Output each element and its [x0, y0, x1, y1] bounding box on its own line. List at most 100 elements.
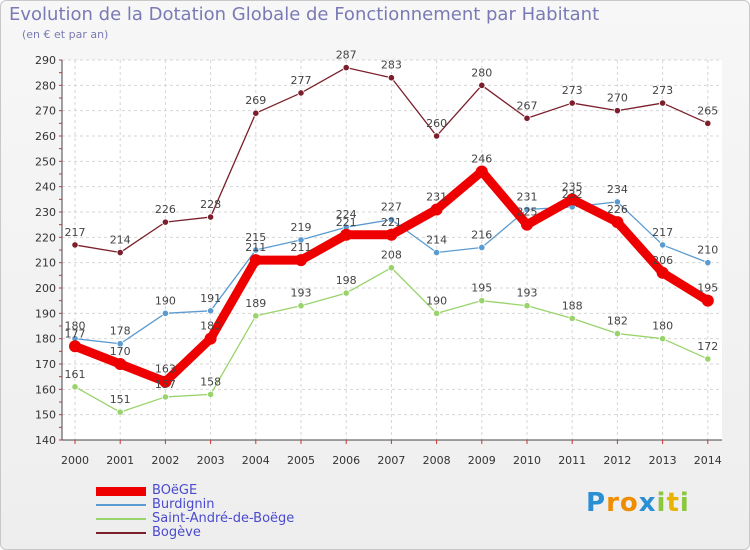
data-label-bogeve: 226: [155, 203, 176, 216]
data-point-boege: [656, 266, 669, 279]
data-label-boege: 170: [110, 345, 131, 358]
data-label-burdignin: 224: [336, 208, 357, 221]
chart-title: Evolution de la Dotation Globale de Fonc…: [9, 4, 600, 25]
data-label-bogeve: 283: [381, 59, 402, 72]
data-point-boege: [249, 254, 262, 267]
data-label-burdignin: 214: [426, 234, 447, 247]
data-label-burdignin: 234: [607, 183, 628, 196]
legend-item: Bogève: [96, 526, 294, 540]
data-point-saint-andre-de-boege: [297, 302, 305, 310]
data-point-saint-andre-de-boege: [342, 289, 350, 297]
x-tick-label: 2014: [694, 454, 722, 467]
data-point-saint-andre-de-boege: [568, 314, 576, 322]
y-tick-label: 180: [35, 333, 56, 346]
data-label-saint-andre-de-boege: 188: [562, 299, 583, 312]
data-point-boege: [475, 165, 488, 178]
data-label-boege: 221: [381, 216, 402, 229]
legend-item: Burdignin: [96, 498, 294, 512]
data-point-bogeve: [297, 89, 305, 97]
data-label-burdignin: 219: [291, 221, 312, 234]
logo-letter: t: [666, 488, 680, 518]
logo-letter: i: [656, 488, 667, 518]
data-point-boege: [159, 375, 172, 388]
y-tick-label: 170: [35, 358, 56, 371]
x-tick-label: 2003: [197, 454, 225, 467]
data-label-boege: 225: [517, 206, 538, 219]
logo-letter: P: [586, 488, 607, 518]
data-point-saint-andre-de-boege: [207, 390, 215, 398]
data-point-saint-andre-de-boege: [432, 309, 441, 317]
data-point-boege: [295, 254, 307, 267]
x-tick-label: 2001: [106, 454, 134, 467]
y-tick-label: 280: [35, 79, 56, 92]
data-label-bogeve: 273: [562, 84, 583, 97]
logo-letter: i: [679, 488, 690, 518]
data-label-bogeve: 287: [336, 49, 357, 62]
x-tick-label: 2013: [649, 454, 677, 467]
data-label-boege: 246: [471, 152, 492, 165]
data-point-bogeve: [116, 248, 124, 257]
data-label-boege: 226: [607, 203, 628, 216]
data-point-burdignin: [297, 236, 305, 244]
data-label-burdignin: 216: [471, 228, 492, 241]
data-label-boege: 195: [697, 282, 718, 295]
y-tick-label: 140: [35, 434, 56, 447]
x-tick-label: 2007: [377, 454, 405, 467]
x-tick-label: 2012: [603, 454, 631, 467]
data-point-boege: [611, 216, 624, 229]
logo-letter: r: [606, 488, 620, 518]
data-point-bogeve: [432, 132, 441, 140]
x-tick-label: 2004: [242, 454, 270, 467]
y-tick-label: 270: [35, 105, 56, 118]
legend-label: BOëGE: [152, 483, 198, 498]
data-label-saint-andre-de-boege: 195: [471, 282, 492, 295]
data-point-bogeve: [704, 119, 712, 127]
data-point-saint-andre-de-boege: [658, 335, 667, 343]
data-point-bogeve: [523, 114, 531, 122]
data-label-saint-andre-de-boege: 157: [155, 378, 176, 391]
data-point-boege: [385, 228, 398, 241]
data-label-boege: 177: [65, 327, 86, 340]
data-point-boege: [701, 294, 714, 307]
data-point-boege: [204, 332, 217, 345]
data-point-burdignin: [658, 241, 667, 249]
data-label-boege: 211: [291, 241, 312, 254]
data-label-saint-andre-de-boege: 158: [200, 375, 221, 388]
data-point-bogeve: [658, 99, 667, 107]
legend-swatch: [96, 518, 146, 520]
data-label-saint-andre-de-boege: 193: [517, 287, 538, 300]
data-point-saint-andre-de-boege: [523, 302, 531, 310]
data-label-burdignin: 227: [381, 201, 402, 214]
chart-legend: BOëGE Burdignin Saint-André-de-Boëge Bogève: [96, 484, 294, 540]
data-point-burdignin: [387, 216, 395, 224]
data-label-bogeve: 260: [426, 117, 447, 130]
data-point-boege: [566, 193, 579, 206]
data-point-bogeve: [207, 213, 215, 221]
x-tick-label: 2006: [332, 454, 360, 467]
data-label-saint-andre-de-boege: 193: [291, 287, 312, 300]
data-label-saint-andre-de-boege: 161: [65, 368, 86, 381]
data-point-boege: [340, 228, 353, 241]
data-point-bogeve: [342, 64, 350, 72]
data-point-burdignin: [207, 307, 215, 315]
y-tick-label: 260: [35, 130, 56, 143]
legend-swatch: [96, 504, 146, 506]
data-label-boege: 221: [336, 216, 357, 229]
x-tick-label: 2008: [423, 454, 451, 467]
y-tick-label: 190: [35, 307, 56, 320]
data-label-bogeve: 269: [245, 94, 266, 107]
y-tick-label: 240: [35, 181, 56, 194]
legend-swatch: [96, 486, 146, 496]
x-tick-label: 2002: [151, 454, 179, 467]
data-point-burdignin: [613, 198, 622, 206]
data-label-bogeve: 214: [110, 234, 131, 247]
x-tick-label: 2011: [558, 454, 586, 467]
legend-item: BOëGE: [96, 484, 294, 498]
legend-label: Burdignin: [152, 497, 215, 512]
data-point-boege: [521, 218, 533, 231]
data-point-saint-andre-de-boege: [387, 264, 395, 272]
data-label-burdignin: 215: [245, 231, 266, 244]
data-label-bogeve: 270: [607, 92, 628, 105]
data-point-bogeve: [613, 107, 622, 115]
data-label-boege: 211: [245, 241, 266, 254]
